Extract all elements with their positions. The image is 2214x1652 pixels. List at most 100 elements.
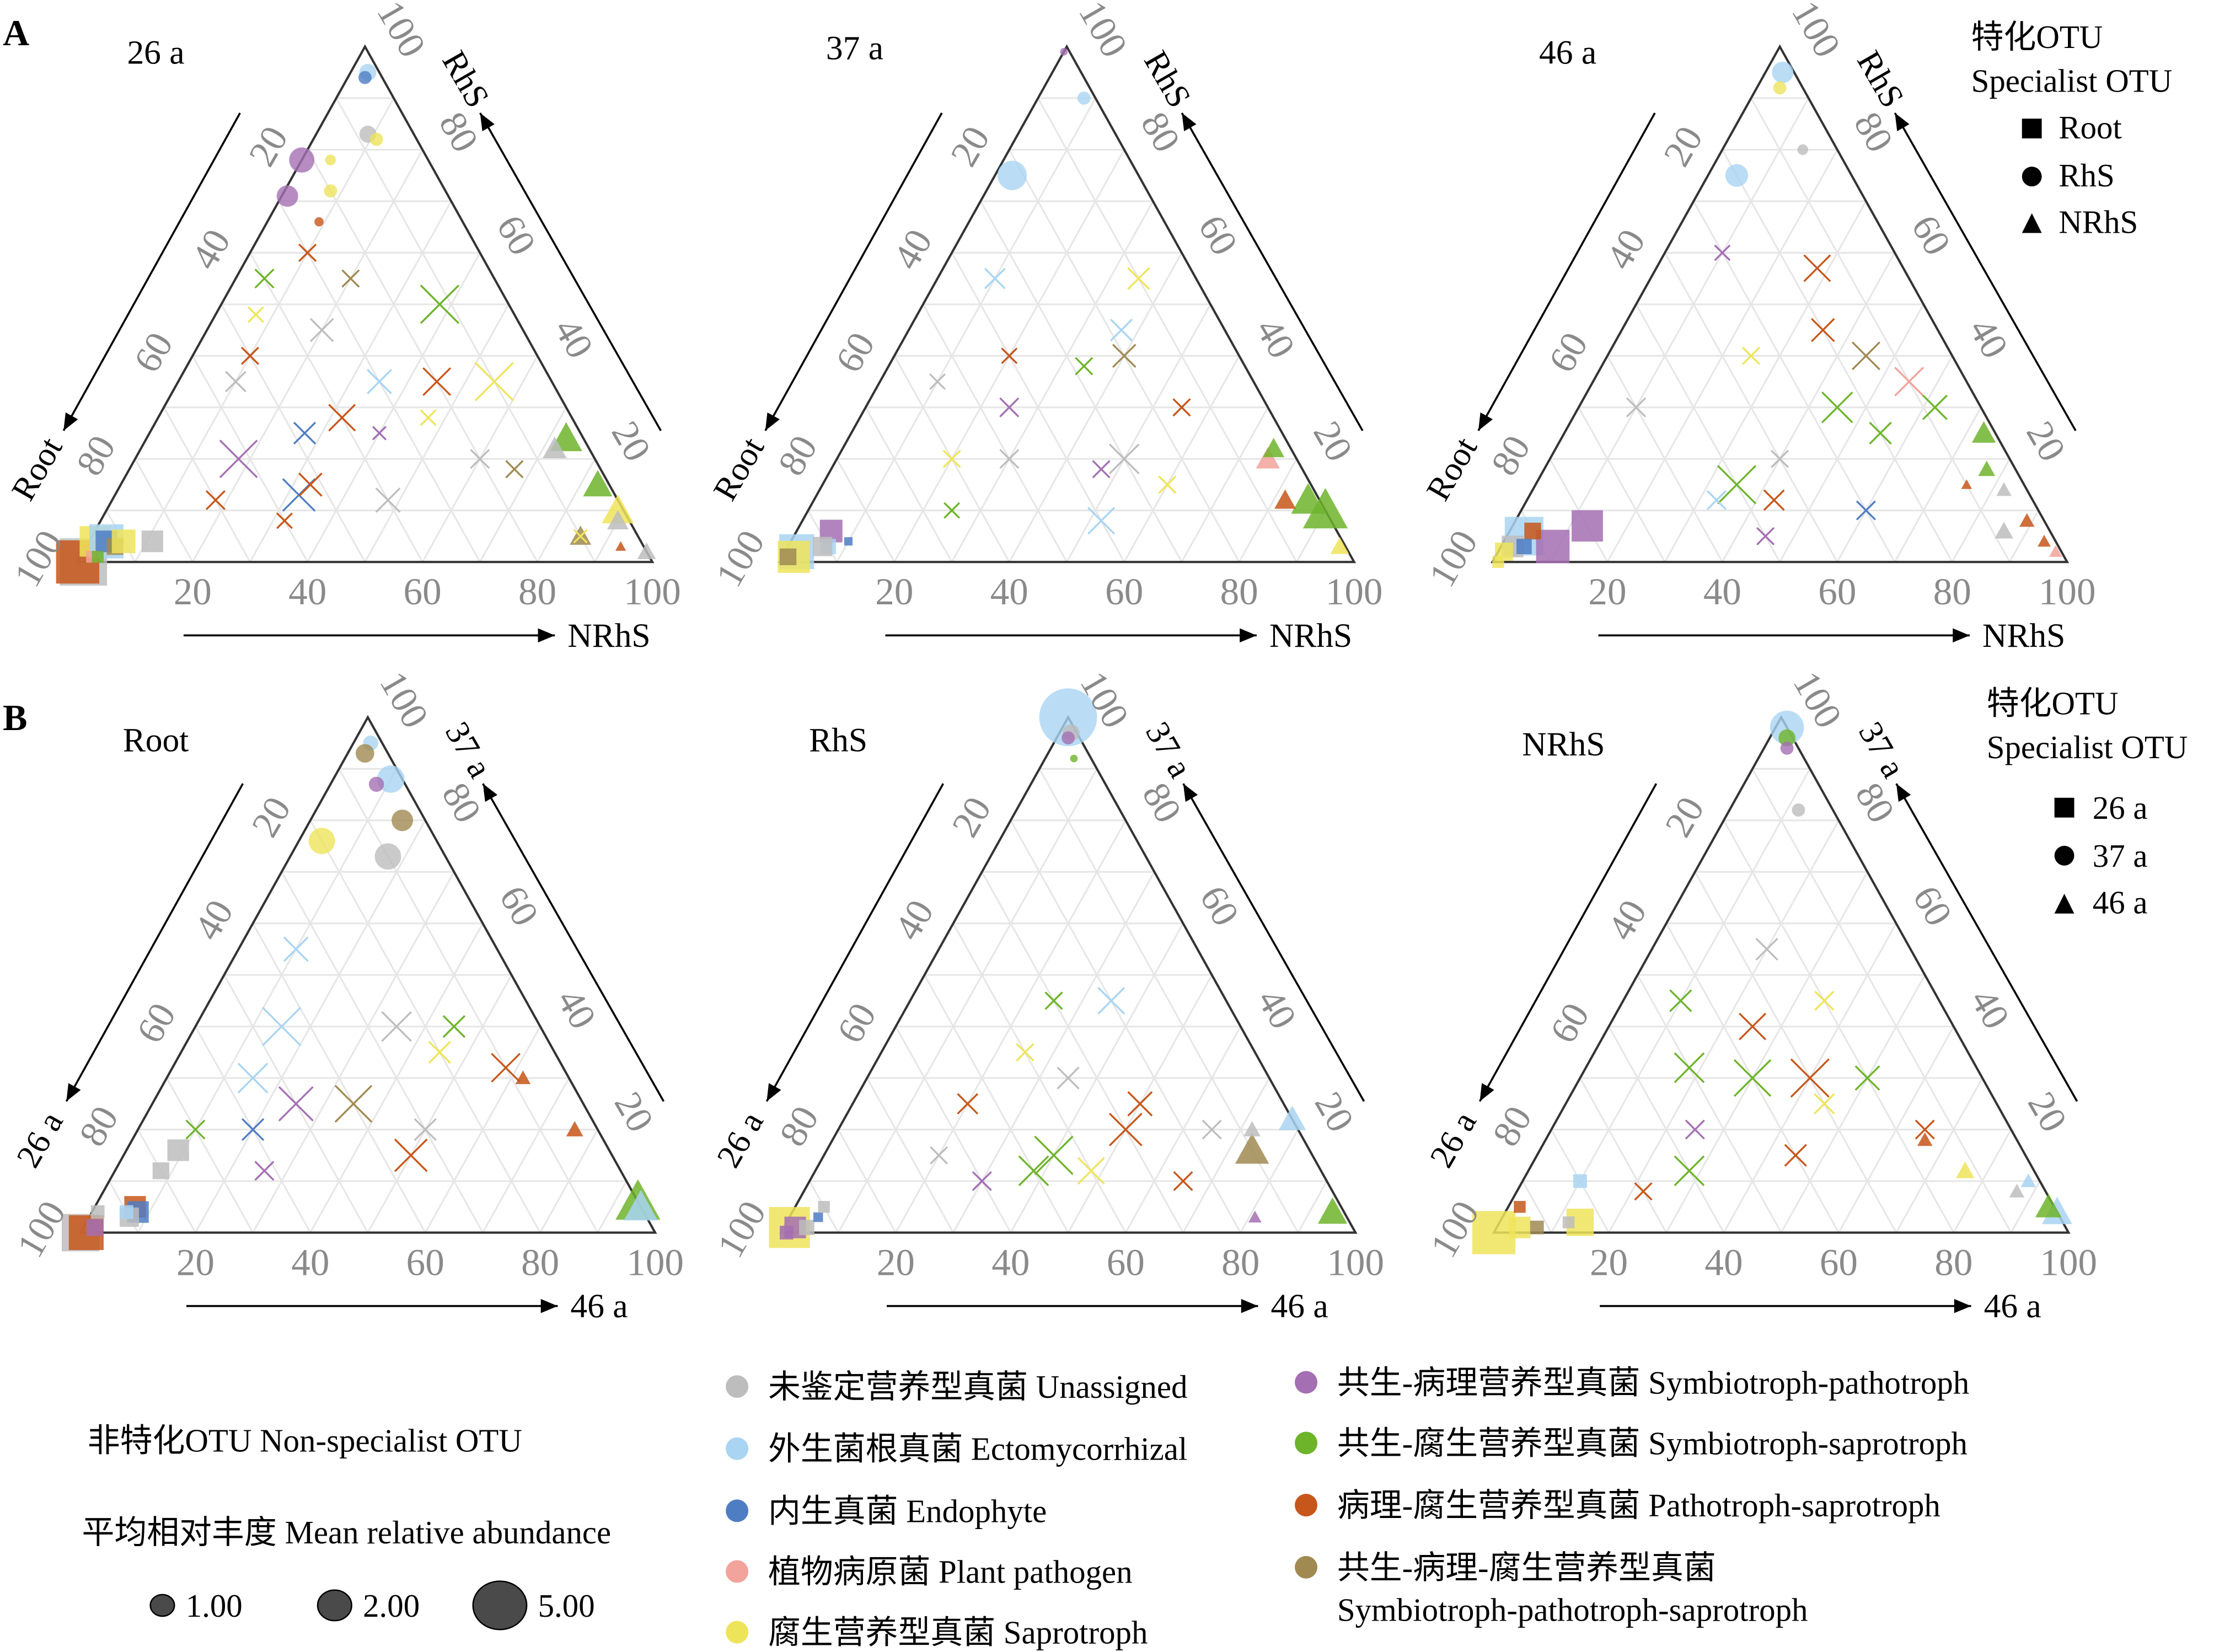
legend-item-nrhs: NRhS [2058,205,2138,240]
gridline [1608,1026,1725,1233]
specialist-circle-point [1062,731,1075,745]
gridline [364,304,510,562]
bottom-tick-label: 100 [1327,1241,1384,1283]
non-specialist-cross-point [420,285,459,324]
right-axis-arrow-head [1895,112,1910,131]
specialist-circle-point [358,71,372,84]
non-specialist-cross-point [957,1093,979,1115]
bottom-tick-label: 60 [406,1241,444,1283]
specialist-square-point [1516,539,1532,554]
left-axis-arrow [1477,112,1656,431]
non-specialist-legend: 非特化OTU Non-specialist OTU 平均相对丰度 Mean re… [82,1423,612,1630]
right-tick-label: 40 [1248,311,1304,365]
left-tick-label: 80 [68,428,124,482]
legend-title-zh: 特化OTU [1971,19,2103,55]
non-specialist-cross-point [428,1040,451,1064]
non-specialist-cross-point [414,1118,437,1141]
specialist-triangle-point [583,470,613,497]
category-color-dot-icon [1295,1494,1318,1517]
specialist-square-point [813,537,833,556]
non-specialist-cross-point [283,936,309,962]
specialist-triangle-point [1291,483,1326,514]
specialist-square-point [1514,1200,1526,1213]
legend-item-46a: 46 a [2093,885,2148,921]
specialist-circle-point [1772,61,1794,83]
gridline [1779,304,1924,562]
left-tick-label: 20 [942,119,998,173]
bottom-tick-label: 20 [176,1241,215,1283]
panel-title: 37 a [826,30,883,67]
non-specialist-cross-point [1001,347,1018,364]
left-tick-label: 60 [125,325,181,379]
right-tick-label: 40 [1250,981,1305,1036]
left-axis-label: 26 a [1423,1106,1484,1174]
gridline [221,304,366,562]
specialist-triangle-point [624,1189,658,1221]
square-icon [2054,797,2074,818]
specialist-triangle-point [1961,479,1972,489]
specialist-legend-b: 特化OTU Specialist OTU 26 a 37 a 46 a [1987,686,2188,921]
specialist-circle-point [377,765,405,793]
gridline [482,1077,570,1233]
specialist-triangle-point [1274,489,1296,509]
non-specialist-cross-point [573,529,588,544]
gridline [1579,1077,1668,1233]
non-specialist-cross-point [254,269,275,289]
bottom-tick-label: 20 [875,570,913,613]
bottom-tick-label: 100 [626,1241,684,1283]
right-axis-arrow [1894,112,2077,431]
right-axis-arrow-head [483,784,498,802]
specialist-square-point [86,1219,104,1236]
specialist-circle-point [1792,803,1805,817]
right-tick-label: 100 [369,0,435,64]
right-axis-arrow-head [1182,112,1197,131]
ternary-panel-3: 202020404040606060808080100100100RootRhS… [1419,0,2096,655]
right-tick-label: 40 [1963,981,2018,1036]
non-specialist-cross-point [240,346,260,365]
left-tick-label: 60 [128,996,184,1050]
bottom-tick-label: 80 [1220,570,1258,613]
right-axis-label: NRhS [1269,617,1352,655]
right-axis-arrow [1181,112,1364,431]
panel-letter-a: A [3,13,29,53]
gridline [1751,768,2012,1233]
non-specialist-cross-point [1158,475,1177,494]
non-specialist-cross-point [972,1171,992,1192]
gridline [165,1077,254,1233]
gridline [979,201,1183,562]
specialist-circle-point [1778,729,1795,747]
bottom-tick-label: 80 [1933,570,1971,613]
bottom-axis-arrow-head [1240,628,1257,643]
gridline [539,1129,599,1233]
gridline [335,98,596,562]
abundance-legend-title: 平均相对丰度 Mean relative abundance [82,1515,612,1551]
gridline [1238,458,1298,562]
top-axis-label: RhS [1850,45,1911,114]
specialist-square-point [119,1205,133,1219]
left-tick-label: 40 [1597,222,1653,276]
category-color-dot-icon [726,1621,749,1644]
non-specialist-label: 非特化OTU Non-specialist OTU [88,1423,522,1458]
right-tick-label: 60 [491,878,547,932]
non-specialist-cross-point [1810,318,1835,342]
gridline [1637,974,1782,1233]
right-tick-label: 20 [2018,414,2074,468]
size-legend-label: 5.00 [538,1588,595,1624]
specialist-triangle-point [602,494,634,524]
gridline [1836,355,1953,562]
right-axis-arrow-head [480,112,495,131]
specialist-triangle-point [566,1121,583,1136]
gridline [1838,1026,1955,1233]
specialist-square-point [779,548,797,565]
non-specialist-cross-point [1706,490,1727,511]
category-legend-label: 腐生营养型真菌 Saprotroph [768,1615,1148,1651]
category-legend-label: 共生-腐生营养型真菌 Symbiotroph-saprotroph [1337,1425,1968,1461]
ternary-panel-1: 202020404040606060808080100100100RootRhS… [4,0,681,655]
category-legend-label-line2: Symbiotroph-pathotroph-saprotroph [1337,1592,1808,1628]
bottom-tick-label: 80 [521,1241,559,1283]
category-color-dot-icon [1295,1371,1318,1394]
gridline [836,98,1096,562]
non-specialist-cross-point [1915,1119,1935,1140]
specialist-circle-point [324,184,337,198]
bottom-tick-label: 20 [174,570,212,613]
